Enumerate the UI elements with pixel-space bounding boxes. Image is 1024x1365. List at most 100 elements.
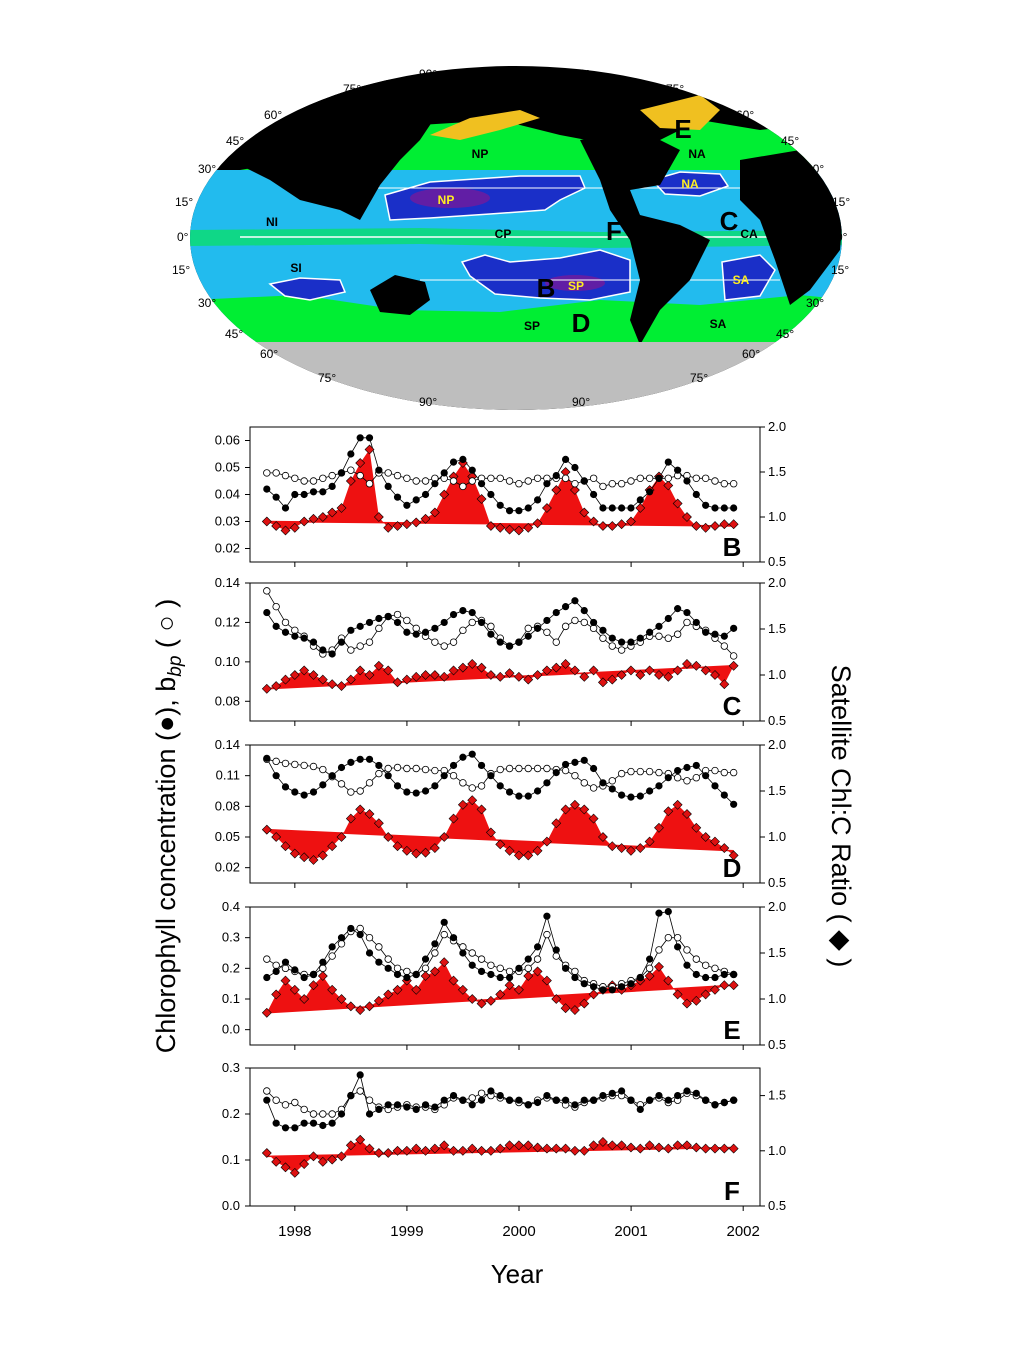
chlorophyll-point <box>487 970 495 979</box>
bbp-point <box>328 471 336 480</box>
bbp-point <box>412 764 420 773</box>
chl-c-ratio-point <box>532 966 543 977</box>
chlorophyll-point <box>692 1089 700 1097</box>
chlorophyll-point <box>636 792 644 800</box>
chl-c-ratio-point <box>345 674 356 685</box>
chlorophyll-point <box>328 772 336 780</box>
bbp-point <box>291 474 299 482</box>
bbp-point <box>515 480 523 488</box>
chlorophyll-point <box>655 1091 663 1100</box>
chlorophyll-point <box>281 958 290 966</box>
bbp-point <box>552 638 560 646</box>
chl-c-ratio-point <box>271 989 282 1000</box>
chlorophyll-point <box>646 1096 654 1104</box>
chl-c-ratio-point <box>401 519 412 530</box>
bbp-point <box>664 933 673 942</box>
chlorophyll-point <box>375 614 383 623</box>
core-label-sp: SP <box>568 279 584 293</box>
chlorophyll-point <box>403 628 411 636</box>
bbp-point <box>319 964 327 973</box>
chlorophyll-point <box>720 791 728 799</box>
bbp-point <box>440 642 448 650</box>
bbp-point <box>505 967 514 976</box>
chl-c-ratio-point <box>570 799 580 810</box>
chl-c-ratio-point <box>271 681 282 691</box>
chlorophyll-point <box>421 955 430 963</box>
chl-c-ratio-point <box>411 517 422 528</box>
chlorophyll-point <box>561 760 570 769</box>
bbp-point <box>543 930 551 939</box>
bbp-line <box>266 590 734 657</box>
bbp-point <box>384 469 392 477</box>
bbp-point <box>365 1096 374 1104</box>
chl-c-ratio-point <box>308 855 319 865</box>
chlorophyll-point <box>300 634 308 642</box>
chlorophyll-point <box>552 1096 560 1104</box>
bbp-point <box>505 764 514 773</box>
chlorophyll-point <box>590 1096 598 1104</box>
chl-c-ratio-point <box>635 843 646 853</box>
chlorophyll-point <box>543 1091 551 1100</box>
panel-letter: E <box>723 1015 740 1045</box>
chl-c-ratio-point <box>308 1151 319 1162</box>
chlorophyll-point <box>263 485 271 493</box>
chlorophyll-point <box>440 772 448 780</box>
lat-label-right: 60° <box>736 108 754 122</box>
bbp-point <box>729 480 738 488</box>
right-axis-title: Satellite Chl:C Ratio ( ◆ ) <box>826 665 856 968</box>
chlorophyll-point <box>505 642 514 650</box>
chl-c-ratio-point <box>411 848 422 859</box>
chlorophyll-point <box>608 1089 616 1097</box>
x-tick-label: 2000 <box>502 1223 535 1240</box>
chl-c-ratio-point <box>551 485 562 495</box>
bbp-point <box>711 477 719 485</box>
panel-E: 0.0 0.1 0.2 0.3 0.4 0.5 1.0 1.5 2.0 E <box>222 899 786 1052</box>
chlorophyll-point <box>608 986 616 994</box>
right-tick-label: 1.5 <box>768 945 786 960</box>
chl-c-ratio-point <box>588 516 599 527</box>
chlorophyll-point <box>627 980 635 988</box>
x-tick-label: 1998 <box>278 1223 311 1240</box>
bbp-point <box>281 964 290 973</box>
chlorophyll-point <box>711 1101 719 1109</box>
bbp-point <box>356 787 364 795</box>
bbp-point <box>524 624 532 633</box>
left-tick-label: 0.14 <box>215 575 240 590</box>
chl-c-ratio-point <box>616 843 627 853</box>
chl-c-ratio-point <box>439 832 450 842</box>
bbp-point <box>524 764 532 773</box>
bbp-point <box>384 764 392 773</box>
chlorophyll-point <box>533 1098 542 1107</box>
bbp-point <box>300 1105 308 1114</box>
chl-c-ratio-point <box>261 1148 272 1158</box>
chl-c-ratio-point <box>710 521 720 531</box>
chl-c-ratio-point <box>504 524 515 535</box>
chlorophyll-point <box>655 909 663 917</box>
chl-c-ratio-point <box>448 665 459 676</box>
chlorophyll-point <box>468 1101 476 1109</box>
chl-c-ratio-point <box>570 665 580 676</box>
chl-c-ratio-point <box>317 971 328 981</box>
chlorophyll-point <box>319 958 327 966</box>
chlorophyll-point <box>375 466 383 474</box>
bbp-point <box>403 474 411 482</box>
chlorophyll-point <box>524 792 532 800</box>
bbp-point <box>272 757 280 766</box>
chl-c-ratio-point <box>327 679 338 690</box>
chlorophyll-point <box>347 450 355 458</box>
chlorophyll-point <box>590 490 598 499</box>
bbp-point <box>309 1110 318 1118</box>
bbp-point <box>263 1087 271 1095</box>
bbp-point <box>636 474 644 482</box>
ratio-anomaly-fill <box>266 449 734 531</box>
chlorophyll-point <box>702 501 710 509</box>
chl-c-ratio-point <box>457 984 468 995</box>
left-tick-label: 0.12 <box>215 614 240 629</box>
chl-c-ratio-point <box>392 521 403 531</box>
x-tick-label: 1999 <box>390 1223 423 1240</box>
chl-c-ratio-point <box>336 503 347 513</box>
chl-c-ratio-point <box>541 1143 552 1154</box>
panel-letter: D <box>723 853 742 883</box>
chlorophyll-point <box>515 1096 523 1104</box>
bbp-point <box>533 955 542 963</box>
